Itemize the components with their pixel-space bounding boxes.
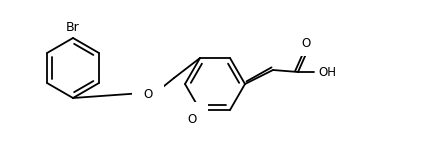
Text: Br: Br [66,21,80,34]
Text: O: O [302,37,310,50]
Text: OH: OH [318,66,336,79]
Text: O: O [187,113,197,127]
Text: O: O [143,88,153,101]
